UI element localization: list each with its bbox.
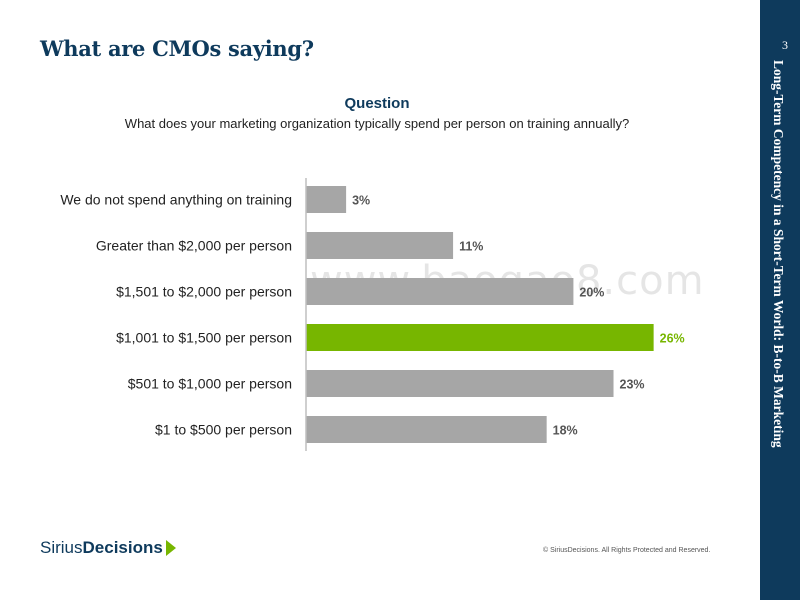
logo-text-decisions: Decisions — [82, 538, 163, 557]
bar — [306, 370, 614, 397]
category-label: $1 to $500 per person — [155, 422, 292, 438]
value-label: 20% — [579, 286, 604, 300]
category-label: $1,001 to $1,500 per person — [116, 330, 292, 346]
bar — [306, 278, 574, 305]
side-title-text: Long-Term Competency in a Short-Term Wor… — [771, 60, 786, 448]
bar-chart: We do not spend anything on training 3% Gr… — [60, 178, 685, 451]
category-label: $501 to $1,000 per person — [128, 376, 292, 392]
value-label: 18% — [553, 424, 578, 438]
value-label: 26% — [660, 332, 685, 346]
category-label: Greater than $2,000 per person — [96, 238, 292, 254]
siriusdecisions-logo: Sirius Decisions — [40, 538, 176, 558]
copyright-notice: © SiriusDecisions. All Rights Protected … — [543, 547, 711, 554]
page-title: What are CMOs saying? — [40, 36, 314, 61]
bar — [306, 232, 454, 259]
chart-bars: We do not spend anything on training 3% Gr… — [60, 186, 685, 443]
category-label: We do not spend anything on training — [60, 192, 292, 208]
bar — [306, 416, 547, 443]
bar — [306, 186, 347, 213]
page-number: 3 — [782, 38, 788, 52]
bar-highlighted — [306, 324, 654, 351]
question-text: What does your marketing organization ty… — [124, 116, 630, 131]
logo-chevron-icon — [165, 540, 176, 556]
question-heading: Question — [344, 95, 410, 112]
category-label: $1,501 to $2,000 per person — [116, 284, 292, 300]
sidebar — [760, 0, 800, 600]
logo-text-sirius: Sirius — [40, 538, 83, 557]
value-label: 3% — [352, 194, 370, 208]
value-label: 11% — [459, 240, 483, 254]
side-title: Long-Term Competency in a Short-Term Wor… — [770, 60, 792, 480]
value-label: 23% — [620, 378, 645, 392]
